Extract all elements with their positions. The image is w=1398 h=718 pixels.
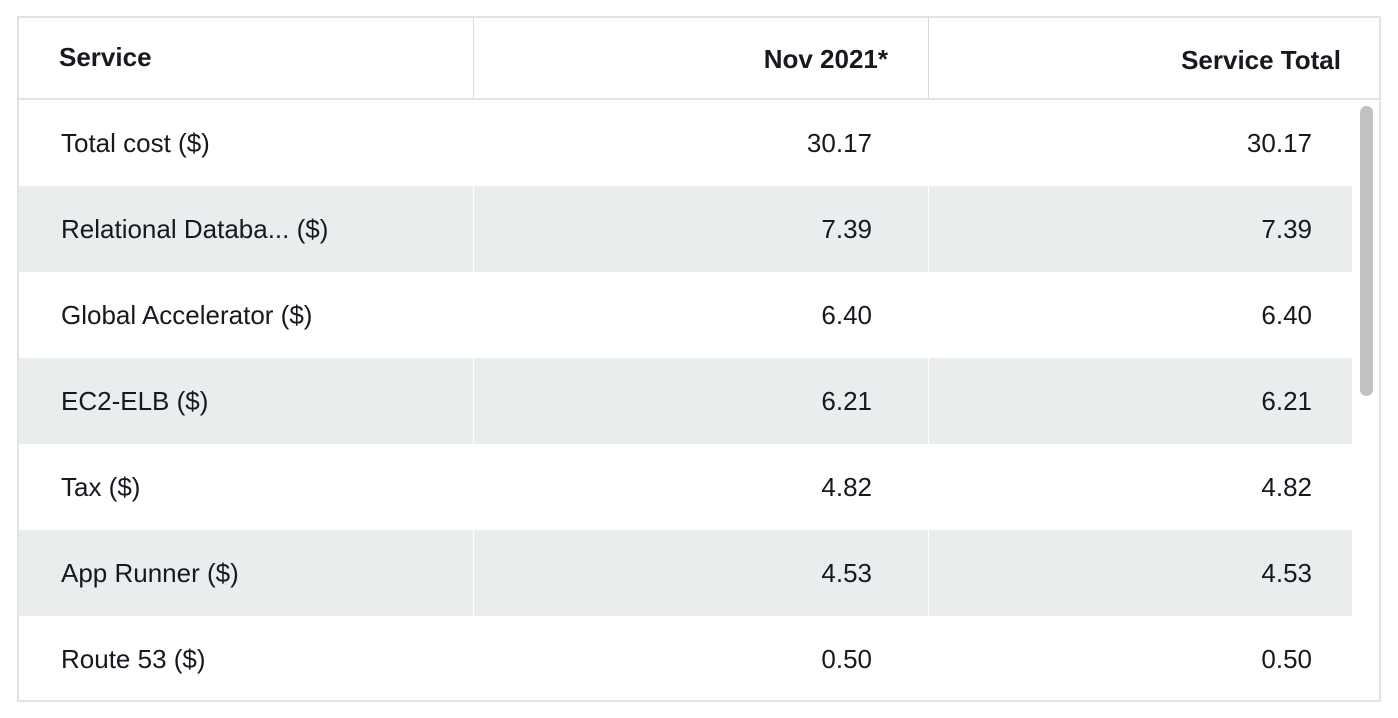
service-total-cell: 30.17 bbox=[929, 100, 1352, 186]
table-row: Route 53 ($) 0.50 0.50 bbox=[19, 616, 1352, 700]
month-cost-cell: 7.39 bbox=[474, 186, 929, 272]
cost-table: Service Nov 2021* Service Total Total co… bbox=[17, 16, 1381, 702]
month-cost-cell: 4.82 bbox=[474, 444, 929, 530]
month-cost-cell: 6.21 bbox=[474, 358, 929, 444]
service-name-cell: Relational Databa... ($) bbox=[19, 186, 474, 272]
column-header-service[interactable]: Service bbox=[19, 18, 474, 98]
service-name-cell: Global Accelerator ($) bbox=[19, 272, 474, 358]
month-cost-cell: 4.53 bbox=[474, 530, 929, 616]
table-row: EC2-ELB ($) 6.21 6.21 bbox=[19, 358, 1352, 444]
table-row: Global Accelerator ($) 6.40 6.40 bbox=[19, 272, 1352, 358]
table-row: Total cost ($) 30.17 30.17 bbox=[19, 100, 1352, 186]
column-header-service-total[interactable]: Service Total bbox=[1181, 44, 1341, 75]
service-name-cell: EC2-ELB ($) bbox=[19, 358, 474, 444]
month-cost-cell: 30.17 bbox=[474, 100, 929, 186]
service-total-cell: 4.82 bbox=[929, 444, 1352, 530]
service-name-cell: Route 53 ($) bbox=[19, 616, 474, 700]
column-header-month[interactable]: Nov 2021* bbox=[474, 18, 929, 98]
table-row: App Runner ($) 4.53 4.53 bbox=[19, 530, 1352, 616]
service-name-cell: Tax ($) bbox=[19, 444, 474, 530]
table-row: Relational Databa... ($) 7.39 7.39 bbox=[19, 186, 1352, 272]
month-cost-cell: 6.40 bbox=[474, 272, 929, 358]
table-row: Tax ($) 4.82 4.82 bbox=[19, 444, 1352, 530]
table-header: Service Nov 2021* Service Total bbox=[19, 18, 1379, 100]
service-total-cell: 7.39 bbox=[929, 186, 1352, 272]
service-name-cell: Total cost ($) bbox=[19, 100, 474, 186]
scrollbar-thumb[interactable] bbox=[1360, 106, 1373, 396]
month-cost-cell: 0.50 bbox=[474, 616, 929, 700]
service-total-cell: 6.21 bbox=[929, 358, 1352, 444]
vertical-scrollbar[interactable] bbox=[1352, 100, 1379, 700]
service-total-cell: 6.40 bbox=[929, 272, 1352, 358]
table-body: Total cost ($) 30.17 30.17 Relational Da… bbox=[19, 100, 1352, 700]
service-name-cell: App Runner ($) bbox=[19, 530, 474, 616]
service-total-cell: 4.53 bbox=[929, 530, 1352, 616]
service-total-cell: 0.50 bbox=[929, 616, 1352, 700]
